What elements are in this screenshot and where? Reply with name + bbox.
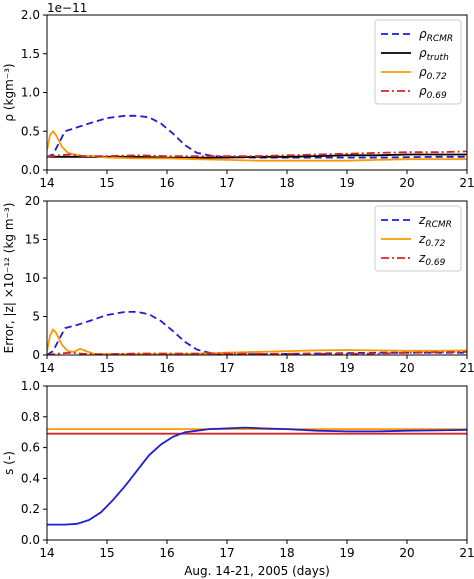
x-tick-label: 15 — [99, 176, 114, 190]
x-tick-label: 20 — [399, 176, 414, 190]
y-tick-label: 0.0 — [21, 163, 40, 177]
x-tick-label: 16 — [159, 361, 174, 375]
legend-label: ρ0.69 — [419, 84, 447, 101]
legend-label: ρRCMR — [419, 27, 453, 44]
legend-box — [374, 205, 462, 272]
x-tick-label: 15 — [99, 361, 114, 375]
x-tick-label: 17 — [219, 546, 234, 560]
x-tick-label: 16 — [159, 546, 174, 560]
series-line-1-1 — [47, 114, 467, 159]
legend: ρRCMR ρtruth ρ0.72 ρ0.69 — [374, 19, 462, 105]
y-tick-label: 0.0 — [21, 533, 40, 547]
y-tick-label: 0.4 — [21, 471, 40, 485]
y-tick-label: 5 — [32, 310, 40, 324]
y-tick-label: 0 — [32, 348, 40, 362]
x-tick-label: 19 — [339, 546, 354, 560]
x-tick-label: 18 — [279, 176, 294, 190]
legend-label: ρtruth — [419, 46, 449, 63]
x-tick-label: 20 — [399, 546, 414, 560]
legend: zRCMR z0.72 z0.69 — [374, 205, 462, 272]
y-tick-label: 15 — [25, 233, 40, 247]
x-tick-label: 21 — [459, 546, 474, 560]
y-tick-label: 1.0 — [21, 86, 40, 100]
chart-panel-1: 14 15 16 17 18 19 20 21 0.0 0.5 1.0 1.5 2.0 ρ (kgm⁻³)… — [2, 1, 474, 190]
x-tick-label: 17 — [219, 361, 234, 375]
x-tick-label: 17 — [219, 176, 234, 190]
series-line-1-3 — [47, 129, 467, 162]
x-tick-label: 20 — [399, 361, 414, 375]
x-tick-label: 18 — [279, 361, 294, 375]
x-tick-label: 15 — [99, 546, 114, 560]
x-tick-label: 14 — [39, 176, 54, 190]
y-axis-label: Error, |z| ×10⁻¹² (kg m⁻³) — [2, 203, 16, 354]
x-tick-label: 21 — [459, 361, 474, 375]
chart-panel-2: 14 15 16 17 18 19 20 21 0 5 10 15 20 Error, |z| ×10⁻¹… — [2, 194, 474, 375]
axes-frame — [46, 385, 468, 541]
x-tick-label: 19 — [339, 176, 354, 190]
y-tick-label: 0.2 — [21, 502, 40, 516]
x-tick-label: 19 — [339, 361, 354, 375]
legend-label: zRCMR — [418, 213, 452, 230]
y-tick-label: 0.5 — [21, 124, 40, 138]
y-tick-label: 0.8 — [21, 410, 40, 424]
x-tick-label: 14 — [39, 361, 54, 375]
legend-label: z0.72 — [418, 232, 446, 249]
y-tick-label: 2.0 — [21, 8, 40, 22]
x-tick-label: 16 — [159, 176, 174, 190]
y-tick-label: 20 — [25, 194, 40, 208]
legend-label: z0.69 — [418, 251, 446, 268]
x-tick-label: 21 — [459, 176, 474, 190]
y-axis-label: ρ (kgm⁻³) — [2, 63, 16, 121]
axis-offset-text: 1e−11 — [47, 1, 87, 15]
series-line-1-4 — [47, 150, 467, 158]
legend-label: ρ0.72 — [419, 65, 447, 82]
series-line-2-2 — [47, 328, 467, 355]
y-tick-label: 10 — [25, 271, 40, 285]
x-axis-label: Aug. 14-21, 2005 (days) — [184, 564, 330, 578]
x-tick-label: 18 — [279, 546, 294, 560]
y-axis-label: s (-) — [2, 451, 16, 475]
series-line-3-3 — [47, 426, 467, 526]
chart-panel-3: 14 15 16 17 18 19 20 21 0.0 0.2 0.4 0.6 0.8 1.0 s (-) A… — [2, 379, 474, 578]
series-line-2-1 — [47, 311, 467, 355]
legend-box — [374, 19, 462, 105]
x-tick-label: 14 — [39, 546, 54, 560]
series-line-2-3 — [47, 351, 467, 355]
y-tick-label: 1.0 — [21, 379, 40, 393]
y-tick-label: 0.6 — [21, 441, 40, 455]
y-tick-label: 1.5 — [21, 47, 40, 61]
